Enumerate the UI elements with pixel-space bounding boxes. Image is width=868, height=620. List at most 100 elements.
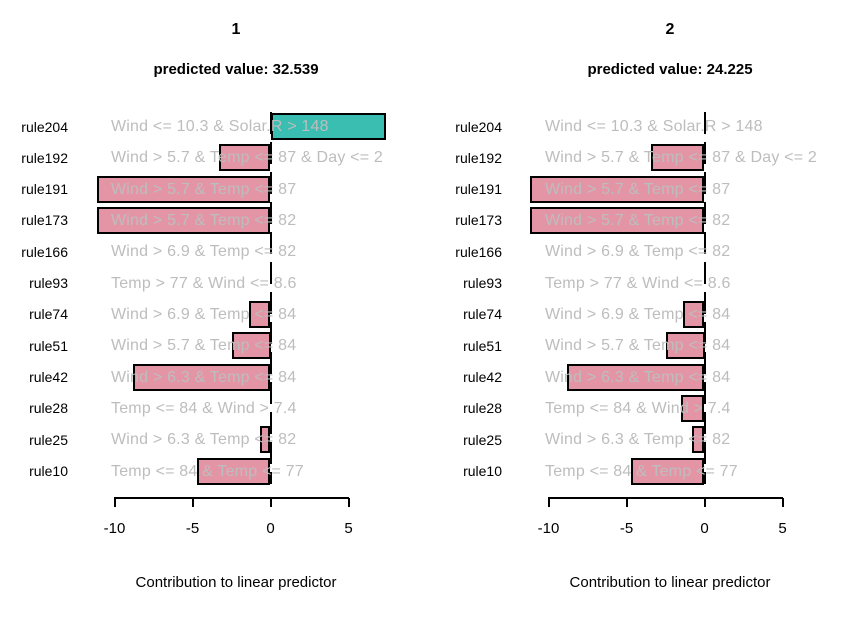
predicted-value-label: predicted value: 24.225 xyxy=(587,61,753,78)
x-axis-tick xyxy=(625,498,628,507)
rule-description-clip: Wind <= 10.3 & Solar.R > 148 xyxy=(545,116,844,137)
rule-description: Wind > 6.9 & Temp <= 84 xyxy=(545,305,731,323)
predicted-value-label: predicted value: 32.539 xyxy=(153,61,319,78)
negative-contribution-bar xyxy=(259,426,271,454)
rule-id-label: rule204 xyxy=(21,118,68,135)
x-axis-tick xyxy=(113,498,116,507)
rule-description: Temp > 77 & Wind <= 8.6 xyxy=(111,274,297,292)
rule-description-clip: Wind > 5.7 & Temp <= 82 xyxy=(545,210,844,231)
rule-description: Wind > 5.7 & Temp <= 87 & Day <= 2 xyxy=(545,149,817,167)
rule-id-label: rule74 xyxy=(463,306,502,323)
panel-title: 2 xyxy=(665,21,675,38)
x-axis-tick xyxy=(269,498,272,507)
rule-description-clip: Wind > 6.9 & Temp <= 84 xyxy=(111,304,410,325)
rule-description: Temp <= 84 & Wind > 7.4 xyxy=(545,399,731,417)
panel-observation-1: 1 predicted value: 32.539 rule204 Wind <=… xyxy=(21,21,410,591)
rule-description: Temp <= 84 & Temp <= 77 xyxy=(545,462,738,480)
rule-description-clip: Wind > 6.3 & Temp <= 84 xyxy=(545,367,844,388)
rule-description: Wind > 6.3 & Temp <= 84 xyxy=(111,368,297,386)
rule-description-clip: Wind > 5.7 & Temp <= 87 & Day <= 2 xyxy=(545,147,844,168)
x-axis-tick-label: -5 xyxy=(619,520,634,537)
rule-description: Temp <= 84 & Wind > 7.4 xyxy=(111,399,297,417)
rule-id-label: rule51 xyxy=(29,337,68,354)
x-axis-tick-label: 5 xyxy=(344,520,353,537)
rule-description-clip: Temp <= 84 & Temp <= 77 xyxy=(545,461,844,482)
panel-observation-2: 2 predicted value: 24.225 rule204 Wind <=… xyxy=(434,0,868,620)
rule-description: Wind > 5.7 & Temp <= 84 xyxy=(545,337,731,355)
negative-contribution-bar xyxy=(197,457,271,485)
rule-description-clip: Wind > 6.3 & Temp <= 84 xyxy=(111,367,410,388)
rule-id-label: rule51 xyxy=(463,337,502,354)
negative-contribution-bar xyxy=(529,206,705,234)
rule-id-label: rule93 xyxy=(29,275,68,292)
rule-id-label: rule28 xyxy=(29,400,68,417)
rule-id-label: rule192 xyxy=(455,149,502,166)
rule-description: Wind <= 10.3 & Solar.R > 148 xyxy=(111,118,329,135)
x-axis-tick-label: -5 xyxy=(185,520,200,537)
rule-id-label: rule74 xyxy=(29,306,68,323)
negative-contribution-bar xyxy=(97,175,271,203)
x-axis-tick-label: 5 xyxy=(778,520,787,537)
positive-contribution-bar xyxy=(270,113,386,140)
rule-id-label: rule42 xyxy=(29,369,68,386)
x-axis-line xyxy=(548,497,783,499)
rule-description-clip: Wind > 6.9 & Temp <= 82 xyxy=(545,241,844,262)
rule-id-label: rule166 xyxy=(21,243,68,260)
rule-description-clip: Temp <= 84 & Wind > 7.4 xyxy=(111,398,410,419)
rule-description-clip: Wind > 6.3 & Temp <= 82 xyxy=(111,429,410,450)
rule-description: Wind > 6.9 & Temp <= 82 xyxy=(545,243,731,261)
rule-description-clip: Wind <= 10.3 & Solar.R > 148 xyxy=(111,116,410,137)
negative-contribution-bar xyxy=(682,300,705,328)
negative-contribution-bar xyxy=(248,300,271,328)
x-axis-tick xyxy=(547,498,550,507)
rule-description: Wind > 5.7 & Temp <= 84 xyxy=(111,337,297,355)
x-axis-tick-label: -10 xyxy=(103,520,126,537)
negative-contribution-bar xyxy=(219,144,271,172)
rule-id-label: rule42 xyxy=(463,369,502,386)
x-axis-tick xyxy=(347,498,350,507)
rule-id-label: rule204 xyxy=(455,118,502,135)
x-axis-line xyxy=(114,497,349,499)
rule-id-label: rule191 xyxy=(455,181,502,198)
x-axis-title: Contribution to linear predictor xyxy=(569,574,771,591)
rule-description: Wind > 5.7 & Temp <= 87 xyxy=(111,180,297,198)
rule-description: Wind > 5.7 & Temp <= 82 xyxy=(111,211,297,229)
rule-id-label: rule166 xyxy=(455,243,502,260)
rule-description: Temp <= 84 & Temp <= 77 xyxy=(111,462,304,480)
rule-description-clip: Wind > 5.7 & Temp <= 87 xyxy=(111,179,410,200)
rule-description-clip: Wind > 5.7 & Temp <= 82 xyxy=(111,210,410,231)
negative-contribution-bar xyxy=(681,394,705,422)
rule-description-clip: Temp > 77 & Wind <= 8.6 xyxy=(111,273,410,294)
rule-description: Wind > 5.7 & Temp <= 87 xyxy=(545,180,731,198)
x-axis-tick-label: 0 xyxy=(700,520,709,537)
rule-description: Wind > 6.9 & Temp <= 82 xyxy=(111,243,297,261)
rule-description-clip: Temp <= 84 & Wind > 7.4 xyxy=(545,398,844,419)
rule-description-clip: Wind > 5.7 & Temp <= 84 xyxy=(545,335,844,356)
x-axis-tick xyxy=(781,498,784,507)
panel-title: 1 xyxy=(231,21,241,38)
negative-contribution-bar xyxy=(133,363,271,391)
rule-description: Temp > 77 & Wind <= 8.6 xyxy=(545,274,731,292)
rule-id-label: rule10 xyxy=(29,463,68,480)
rule-id-label: rule173 xyxy=(455,212,502,229)
negative-contribution-bar xyxy=(651,144,705,172)
rule-description: Wind > 6.9 & Temp <= 84 xyxy=(111,305,297,323)
negative-contribution-bar xyxy=(231,332,271,360)
rule-description-clip: Temp > 77 & Wind <= 8.6 xyxy=(545,273,844,294)
negative-contribution-bar xyxy=(97,206,271,234)
x-axis-tick xyxy=(703,498,706,507)
x-axis-tick-label: -10 xyxy=(537,520,560,537)
rule-description: Wind > 5.7 & Temp <= 82 xyxy=(545,211,731,229)
rule-description-clip: Wind > 6.3 & Temp <= 82 xyxy=(545,429,844,450)
negative-contribution-bar xyxy=(692,426,705,454)
zero-reference-line xyxy=(270,112,272,484)
rule-id-label: rule192 xyxy=(21,149,68,166)
rule-id-label: rule191 xyxy=(21,181,68,198)
rule-description-clip: Wind > 5.7 & Temp <= 84 xyxy=(111,335,410,356)
rule-description-clip: Wind > 5.7 & Temp <= 87 xyxy=(545,179,844,200)
rule-description: Wind <= 10.3 & Solar.R > 148 xyxy=(545,118,763,135)
x-axis-tick xyxy=(191,498,194,507)
rule-description: Wind > 6.3 & Temp <= 82 xyxy=(545,431,731,449)
rule-description-clip: Wind > 5.7 & Temp <= 87 & Day <= 2 xyxy=(111,147,410,168)
